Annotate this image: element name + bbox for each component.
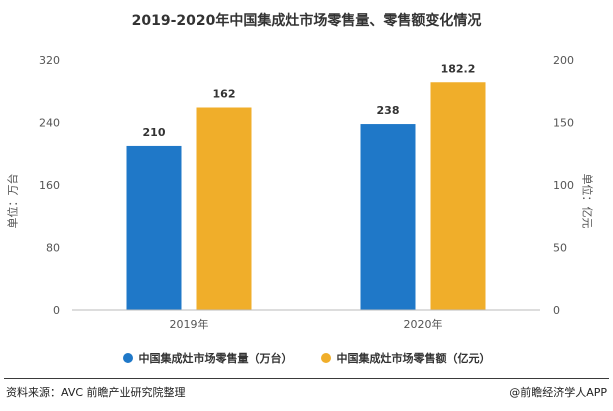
bar-s1-c1 [430, 82, 486, 310]
legend-swatch-sales [320, 353, 331, 363]
legend-item-volume: 中国集成灶市场零售量（万台） [122, 350, 293, 366]
y-axis-label-left: 单位：万台 [6, 173, 20, 229]
left-axis-ticks: 0 80 160 240 320 [39, 54, 60, 317]
brand-credit: @前瞻经济学人APP [509, 386, 607, 399]
source-note: 资料来源：AVC 前瞻产业研究院整理 [6, 386, 186, 399]
category-label-1: 2020年 [404, 317, 443, 331]
footer: 资料来源：AVC 前瞻产业研究院整理 @前瞻经济学人APP [0, 378, 613, 411]
x-axis-tick-labels: 2019年 2020年 [170, 317, 443, 331]
right-axis-ticks: 0 50 100 150 200 [553, 54, 574, 317]
left-tick-label-2: 160 [39, 179, 60, 192]
left-tick-label-1: 80 [46, 242, 60, 255]
left-tick-label-0: 0 [53, 304, 60, 317]
data-label-s1-c0: 162 [213, 88, 236, 101]
data-label-s0-c1: 238 [377, 104, 400, 117]
legend: 中国集成灶市场零售量（万台） 中国集成灶市场零售额（亿元） [0, 350, 613, 366]
y-axis-label-right: 单位：亿元 [580, 173, 594, 229]
data-label-s1-c1: 182.2 [441, 62, 476, 75]
data-label-s0-c0: 210 [143, 126, 166, 139]
chart-title: 2019-2020年中国集成灶市场零售量、零售额变化情况 [131, 13, 482, 29]
legend-label-sales: 中国集成灶市场零售额（亿元） [336, 352, 491, 365]
right-tick-label-0: 0 [553, 304, 560, 317]
bars [126, 82, 486, 310]
bar-s1-c0 [196, 107, 252, 310]
right-tick-label-3: 150 [553, 117, 574, 130]
data-labels: 210 162 238 182.2 [143, 62, 476, 139]
right-tick-label-2: 100 [553, 179, 574, 192]
bar-s0-c1 [360, 124, 416, 310]
footer-divider [4, 378, 609, 379]
bar-s0-c0 [126, 145, 182, 310]
right-tick-label-4: 200 [553, 54, 574, 67]
category-label-0: 2019年 [170, 317, 209, 331]
left-tick-label-3: 240 [39, 117, 60, 130]
left-tick-label-4: 320 [39, 54, 60, 67]
legend-item-sales: 中国集成灶市场零售额（亿元） [320, 350, 491, 366]
legend-label-volume: 中国集成灶市场零售量（万台） [138, 352, 293, 365]
right-tick-label-1: 50 [553, 242, 567, 255]
legend-swatch-volume [122, 353, 133, 363]
